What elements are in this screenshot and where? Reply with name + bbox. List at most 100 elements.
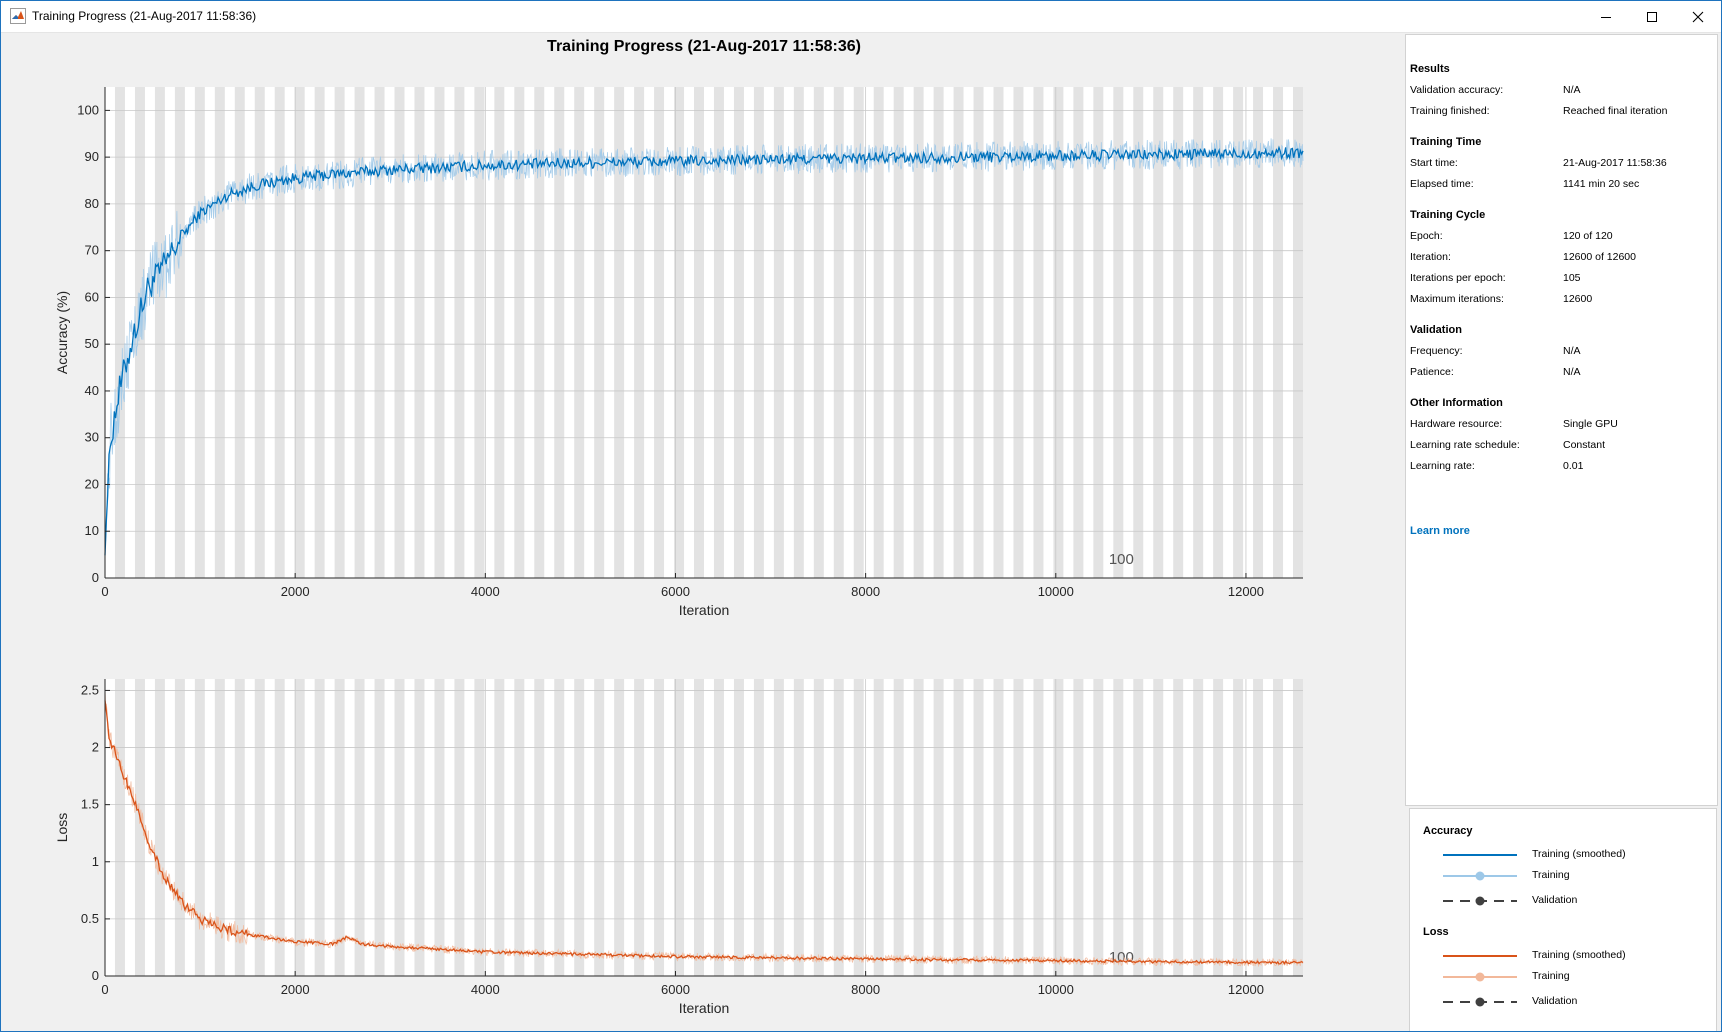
loss-epoch-band <box>1133 679 1144 976</box>
accuracy-epoch-band <box>933 87 944 578</box>
accuracy-epoch-band <box>1153 87 1164 578</box>
accuracy-y-tick-label: 40 <box>85 383 99 398</box>
loss-x-tick-label: 8000 <box>851 982 880 997</box>
accuracy-epoch-band <box>434 87 445 578</box>
loss-epoch-band <box>514 679 525 976</box>
loss-epoch-band <box>853 679 864 976</box>
info-section-title: Results <box>1410 63 1450 75</box>
loss-epoch-band <box>1173 679 1184 976</box>
accuracy-epoch-band <box>514 87 525 578</box>
info-row-label: Epoch: <box>1410 230 1443 242</box>
accuracy-epoch-band <box>1273 87 1284 578</box>
accuracy-epoch-annotation: 100 <box>1109 551 1134 568</box>
accuracy-y-tick-label: 90 <box>85 149 99 164</box>
accuracy-x-tick-label: 2000 <box>281 584 310 599</box>
loss-epoch-band <box>1193 679 1204 976</box>
legend-panel: Accuracy Training (smoothed) Training Valid… <box>1409 808 1717 1031</box>
loss-epoch-band <box>753 679 764 976</box>
accuracy-epoch-band <box>1093 87 1104 578</box>
accuracy-epoch-bands <box>114 87 1303 578</box>
loss-epoch-band <box>793 679 804 976</box>
title-bar[interactable]: Training Progress (21-Aug-2017 11:58:36) <box>1 1 1721 33</box>
info-row-value: Constant <box>1563 439 1606 451</box>
accuracy-epoch-band <box>1193 87 1204 578</box>
loss-epoch-band <box>1153 679 1164 976</box>
info-row-label: Maximum iterations: <box>1410 293 1504 305</box>
legend-item: Training (smoothed) <box>1440 848 1700 862</box>
accuracy-epoch-band <box>194 87 205 578</box>
info-row-value: 21-Aug-2017 11:58:36 <box>1563 157 1667 169</box>
loss-epoch-band <box>254 679 265 976</box>
accuracy-x-tick-label: 6000 <box>661 584 690 599</box>
legend-group-title: Accuracy <box>1423 825 1473 837</box>
loss-epoch-band <box>833 679 844 976</box>
accuracy-epoch-band <box>1073 87 1084 578</box>
accuracy-epoch-band <box>973 87 984 578</box>
info-section-title: Validation <box>1410 324 1462 336</box>
info-row-value: 105 <box>1563 272 1581 284</box>
legend-group-title: Loss <box>1423 926 1449 938</box>
close-button[interactable] <box>1675 1 1721 32</box>
accuracy-epoch-band <box>1233 87 1244 578</box>
loss-epoch-band <box>913 679 924 976</box>
info-section-title: Other Information <box>1410 397 1503 409</box>
accuracy-epoch-band <box>833 87 844 578</box>
accuracy-epoch-band <box>1013 87 1024 578</box>
matlab-logo-icon <box>10 8 26 24</box>
accuracy-epoch-band <box>234 87 245 578</box>
loss-y-tick-label: 1.5 <box>81 797 99 812</box>
accuracy-y-tick-label: 20 <box>85 476 99 491</box>
minimize-button[interactable] <box>1583 1 1629 32</box>
loss-x-tick-label: 0 <box>101 982 108 997</box>
info-row-label: Start time: <box>1410 157 1458 169</box>
accuracy-epoch-band <box>733 87 744 578</box>
window-title: Training Progress (21-Aug-2017 11:58:36) <box>32 9 257 23</box>
accuracy-epoch-band <box>913 87 924 578</box>
accuracy-axes: 100 0 10 20 30 40 50 60 70 80 90 100 0 2000 4000 6000 80… <box>54 87 1304 618</box>
loss-x-axis-label: Iteration <box>679 1000 730 1016</box>
loss-training-line <box>104 689 1304 968</box>
accuracy-epoch-band <box>1033 87 1044 578</box>
close-icon <box>1692 11 1704 22</box>
legend-label: Validation <box>1532 995 1578 1007</box>
accuracy-epoch-band <box>753 87 764 578</box>
accuracy-epoch-band <box>813 87 824 578</box>
accuracy-y-tick-label: 100 <box>77 102 99 117</box>
legend-item: Validation <box>1440 995 1700 1009</box>
loss-epoch-band <box>1073 679 1084 976</box>
loss-epoch-band <box>1113 679 1124 976</box>
info-row-value: 1141 min 20 sec <box>1563 178 1640 190</box>
accuracy-epoch-band <box>174 87 185 578</box>
maximize-button[interactable] <box>1629 1 1675 32</box>
accuracy-epoch-band <box>334 87 345 578</box>
loss-epoch-band <box>314 679 325 976</box>
loss-epoch-band <box>933 679 944 976</box>
legend-swatch-icon <box>1443 972 1517 982</box>
accuracy-x-axis-label: Iteration <box>679 602 730 618</box>
legend-label: Training <box>1532 869 1570 881</box>
info-row-value: 0.01 <box>1563 460 1584 472</box>
legend-swatch-icon <box>1443 896 1517 906</box>
accuracy-epoch-band <box>594 87 605 578</box>
loss-y-tick-label: 2 <box>92 740 99 755</box>
accuracy-epoch-band <box>1173 87 1184 578</box>
loss-epoch-band <box>434 679 445 976</box>
loss-epoch-band <box>174 679 185 976</box>
accuracy-x-tick-label: 0 <box>101 584 108 599</box>
legend-item: Training <box>1440 970 1700 984</box>
accuracy-epoch-band <box>1113 87 1124 578</box>
info-row-value: 12600 of 12600 <box>1563 251 1636 263</box>
accuracy-epoch-band <box>294 87 305 578</box>
loss-epoch-band <box>374 679 385 976</box>
legend-swatch-icon <box>1443 854 1517 856</box>
loss-epoch-band <box>1293 679 1303 976</box>
plots-area: Training Progress (21-Aug-2017 11:58:36)… <box>1 32 1405 1031</box>
loss-epoch-band <box>813 679 824 976</box>
info-row-value: 12600 <box>1563 293 1593 305</box>
loss-epoch-band <box>973 679 984 976</box>
learn-more-link[interactable]: Learn more <box>1410 525 1470 537</box>
loss-x-tick-label: 4000 <box>471 982 500 997</box>
loss-epoch-band <box>194 679 205 976</box>
maximize-icon <box>1647 11 1657 22</box>
loss-y-axis-label: Loss <box>54 813 70 843</box>
